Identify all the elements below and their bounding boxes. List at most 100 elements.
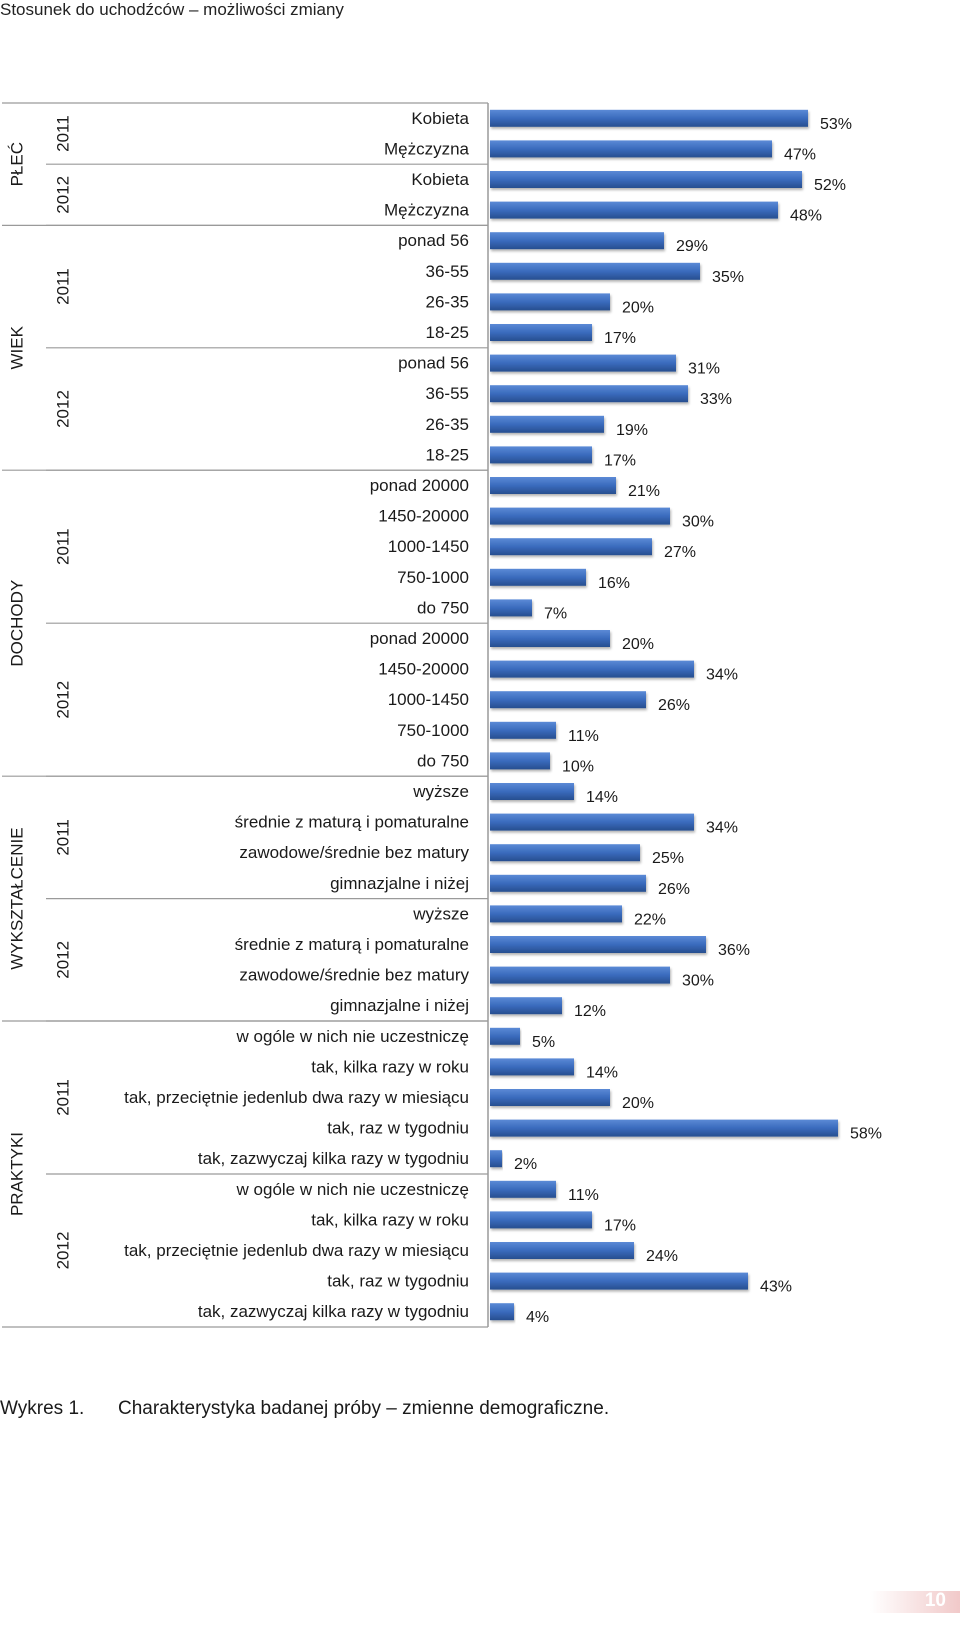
bar <box>490 1027 520 1045</box>
category-label: średnie z maturą i pomaturalne <box>235 813 469 832</box>
category-label: zawodowe/średnie bez matury <box>239 843 469 862</box>
category-label: ponad 56 <box>398 231 469 250</box>
bar <box>490 293 610 311</box>
bar <box>490 324 592 341</box>
category-label: 750-1000 <box>397 568 469 587</box>
bar <box>490 1180 556 1198</box>
category-label: 1000-1450 <box>388 690 469 709</box>
category-label: 36-55 <box>426 262 469 281</box>
category-label: gimnazjalne i niżej <box>330 874 469 893</box>
value-label: 7% <box>544 605 567 622</box>
category-label: tak, zazwyczaj kilka razy w tygodniu <box>198 1302 469 1321</box>
bar <box>490 1058 574 1076</box>
labels-layer: PŁEĆ WIEK DOCHODY WYKSZTAŁCENIE PRAKTYKI 2011… <box>8 109 883 1326</box>
demographics-bar-chart: PŁEĆ WIEK DOCHODY WYKSZTAŁCENIE PRAKTYKI 2011… <box>2 102 883 1328</box>
bars-layer <box>490 109 838 1321</box>
bar <box>490 1119 838 1137</box>
category-label: tak, raz w tygodniu <box>327 1272 469 1291</box>
value-label: 27% <box>664 544 696 561</box>
value-label: 17% <box>604 1217 636 1234</box>
category-label: 36-55 <box>426 384 469 403</box>
value-label: 34% <box>706 667 738 684</box>
bar <box>490 1242 634 1259</box>
year-group-label: 2012 <box>54 941 73 979</box>
category-label: średnie z maturą i pomaturalne <box>235 935 469 954</box>
value-label: 17% <box>604 330 636 347</box>
category-label: tak, zazwyczaj kilka razy w tygodniu <box>198 1149 469 1168</box>
value-label: 14% <box>586 789 618 806</box>
category-label: ponad 56 <box>398 354 469 373</box>
bar <box>490 385 688 403</box>
page-number-band <box>870 1591 960 1613</box>
bar <box>490 446 592 464</box>
bar <box>490 874 646 892</box>
category-label: w ogóle w nich nie uczestniczę <box>236 1180 469 1199</box>
value-label: 52% <box>814 177 846 194</box>
category-label: 18-25 <box>426 445 469 464</box>
bar <box>490 813 694 831</box>
category-label: gimnazjalne i niżej <box>330 996 469 1015</box>
bar <box>490 721 556 739</box>
outer-group-label: WIEK <box>8 325 27 369</box>
value-label: 25% <box>652 850 684 867</box>
value-label: 31% <box>688 361 720 378</box>
year-group-label: 2012 <box>54 176 73 214</box>
category-label: tak, kilka razy w roku <box>311 1210 469 1229</box>
bar <box>490 140 772 158</box>
bar <box>490 660 694 678</box>
year-group-label: 2011 <box>54 819 73 856</box>
year-group-label: 2011 <box>54 268 73 305</box>
bar <box>490 109 808 127</box>
category-label: 1450-20000 <box>378 507 469 526</box>
category-label: 750-1000 <box>397 721 469 740</box>
page-header-title: Stosunek do uchodźców – możliwości zmian… <box>0 0 344 19</box>
value-label: 48% <box>790 208 822 225</box>
category-label: Kobieta <box>411 109 469 128</box>
value-label: 36% <box>718 942 750 959</box>
value-label: 29% <box>676 238 708 255</box>
category-label: w ogóle w nich nie uczestniczę <box>236 1027 469 1046</box>
value-label: 30% <box>682 514 714 531</box>
bar <box>490 844 640 862</box>
value-label: 30% <box>682 973 714 990</box>
value-label: 17% <box>604 452 636 469</box>
bar <box>490 1150 502 1168</box>
category-label: do 750 <box>417 598 469 617</box>
year-group-label: 2012 <box>54 390 73 428</box>
bar <box>490 966 670 984</box>
year-group-label: 2011 <box>54 115 73 152</box>
outer-group-label: DOCHODY <box>8 580 27 667</box>
year-group-label: 2011 <box>54 1079 73 1116</box>
category-label: tak, kilka razy w roku <box>311 1057 469 1076</box>
value-label: 12% <box>574 1003 606 1020</box>
category-label: Mężczyzna <box>384 201 470 220</box>
category-label: 18-25 <box>426 323 469 342</box>
category-label: Mężczyzna <box>384 139 470 158</box>
page-number: 10 <box>924 1590 946 1611</box>
bar <box>490 997 562 1015</box>
value-label: 53% <box>820 116 852 133</box>
value-label: 20% <box>622 299 654 316</box>
bar <box>490 599 532 617</box>
category-label: 1000-1450 <box>388 537 469 556</box>
bar <box>490 1272 748 1290</box>
value-label: 19% <box>616 422 648 439</box>
caption-text: Charakterystyka badanej próby – zmienne … <box>118 1398 610 1419</box>
category-label: 26-35 <box>426 415 469 434</box>
value-label: 24% <box>646 1248 678 1265</box>
value-label: 47% <box>784 146 816 163</box>
category-label: wyższe <box>412 782 469 801</box>
year-group-label: 2012 <box>54 1232 73 1270</box>
category-label: ponad 20000 <box>370 476 469 495</box>
value-label: 4% <box>526 1309 549 1326</box>
bar <box>490 783 574 800</box>
bar <box>490 171 802 188</box>
category-label: tak, przeciętnie jedenlub dwa razy w mie… <box>124 1088 469 1107</box>
value-label: 43% <box>760 1279 792 1296</box>
category-label: Kobieta <box>411 170 469 189</box>
bar <box>490 1211 592 1229</box>
category-label: do 750 <box>417 751 469 770</box>
value-label: 2% <box>514 1156 537 1173</box>
category-label: ponad 20000 <box>370 629 469 648</box>
bar <box>490 415 604 433</box>
